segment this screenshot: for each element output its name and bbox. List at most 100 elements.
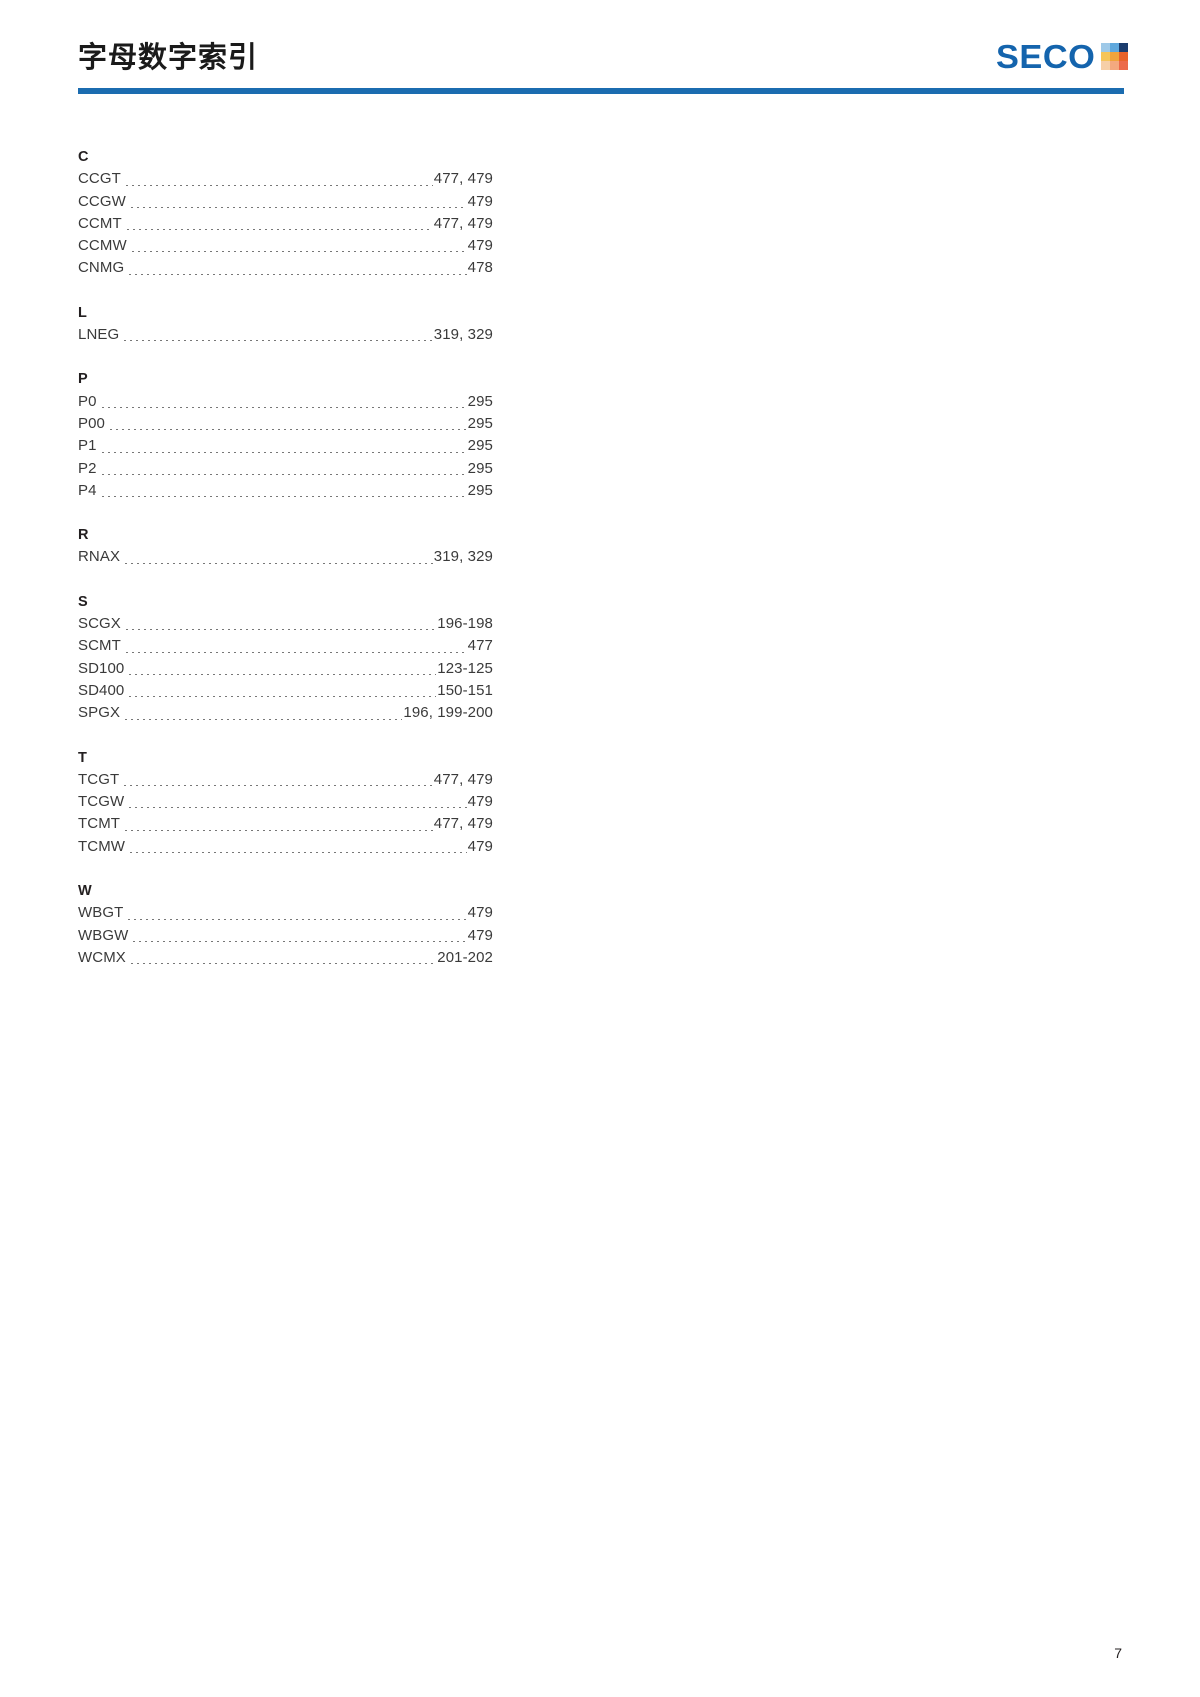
- index-entry[interactable]: CNMG 478: [78, 257, 493, 279]
- index-entry-leader-dots: [108, 429, 467, 430]
- index-entry-name: P1: [78, 437, 97, 455]
- index-entry-leader-dots: [122, 785, 433, 786]
- index-entry-pages: 479: [467, 837, 493, 855]
- index-entry-leader-dots: [123, 719, 402, 720]
- index-entry-leader-dots: [100, 407, 467, 408]
- index-entry-name: CCMW: [78, 237, 127, 255]
- index-entry[interactable]: SPGX 196, 199-200: [78, 702, 493, 724]
- index-entry[interactable]: P4 295: [78, 480, 493, 502]
- index-entry-leader-dots: [100, 496, 467, 497]
- alphanumeric-index: C CCGT 477, 479 CCGW 479 CCMT 477, 479 CCMW 479 C…: [78, 146, 493, 969]
- index-entry-name: TCGT: [78, 770, 120, 788]
- index-entry-pages: 477, 479: [433, 770, 493, 788]
- index-section-letter: P: [78, 371, 88, 388]
- page-title: 字母数字索引: [78, 40, 259, 74]
- index-entry[interactable]: P0 295: [78, 391, 493, 413]
- index-section-letter: L: [78, 304, 88, 321]
- index-section: L LNEG 319, 329: [78, 302, 493, 347]
- index-entry-pages: 295: [467, 437, 493, 455]
- index-entry-name: TCGW: [78, 793, 125, 811]
- index-entry-pages: 477: [467, 637, 493, 655]
- index-entry-leader-dots: [124, 652, 467, 653]
- index-entry-leader-dots: [123, 830, 433, 831]
- index-entry-pages: 479: [467, 926, 493, 944]
- index-entry-leader-dots: [128, 852, 467, 853]
- index-entry-name: P4: [78, 481, 97, 499]
- index-entry-leader-dots: [123, 563, 433, 564]
- index-entry-leader-dots: [127, 807, 466, 808]
- page-header: 字母数字索引 SECO: [0, 0, 1200, 110]
- index-section: P P0 295 P00 295 P1 295 P2 295 P4 295: [78, 368, 493, 502]
- swatch-cell: [1101, 61, 1110, 70]
- index-section-letter: W: [78, 883, 92, 900]
- index-entry-leader-dots: [129, 963, 436, 964]
- index-entry-name: WBGW: [78, 926, 129, 944]
- index-entry-pages: 150-151: [437, 681, 493, 699]
- index-entry-leader-dots: [100, 452, 467, 453]
- seco-logo: SECO: [996, 40, 1128, 73]
- page-number: 7: [1114, 1645, 1122, 1661]
- index-section: S SCGX 196-198 SCMT 477 SD100 123-125 SD400 150-…: [78, 591, 493, 725]
- index-section: W WBGT 479 WBGW 479 WCMX 201-202: [78, 880, 493, 969]
- index-entry-pages: 295: [467, 481, 493, 499]
- index-entry[interactable]: WBGT 479: [78, 902, 493, 924]
- index-entry-pages: 295: [467, 414, 493, 432]
- swatch-cell: [1110, 52, 1119, 61]
- index-entry-pages: 479: [467, 904, 493, 922]
- index-entry-pages: 196, 199-200: [403, 704, 493, 722]
- index-entry-leader-dots: [124, 185, 433, 186]
- index-entry[interactable]: P2 295: [78, 458, 493, 480]
- index-entry[interactable]: WBGW 479: [78, 925, 493, 947]
- index-entry[interactable]: P1 295: [78, 435, 493, 457]
- index-entry-leader-dots: [131, 941, 466, 942]
- index-entry-pages: 477, 479: [433, 170, 493, 188]
- index-entry-leader-dots: [100, 474, 467, 475]
- index-entry-leader-dots: [127, 274, 466, 275]
- index-section-letter: S: [78, 593, 88, 610]
- index-entry-name: TCMT: [78, 815, 121, 833]
- index-entry[interactable]: TCMW 479: [78, 836, 493, 858]
- index-entry[interactable]: TCMT 477, 479: [78, 813, 493, 835]
- index-entry[interactable]: P00 295: [78, 413, 493, 435]
- index-entry-leader-dots: [122, 340, 433, 341]
- index-entry[interactable]: RNAX 319, 329: [78, 546, 493, 568]
- seco-color-swatch-icon: [1101, 43, 1128, 70]
- index-section-letter: R: [78, 527, 89, 544]
- index-entry[interactable]: SCGX 196-198: [78, 613, 493, 635]
- index-entry-leader-dots: [125, 229, 433, 230]
- index-entry[interactable]: CCMW 479: [78, 235, 493, 257]
- index-entry-leader-dots: [126, 919, 466, 920]
- index-entry-pages: 319, 329: [433, 548, 493, 566]
- index-section-letter: C: [78, 149, 89, 165]
- index-entry-pages: 479: [467, 793, 493, 811]
- index-entry[interactable]: WCMX 201-202: [78, 947, 493, 969]
- index-entry[interactable]: SD400 150-151: [78, 680, 493, 702]
- index-entry-pages: 478: [467, 259, 493, 277]
- index-entry-pages: 479: [467, 192, 493, 210]
- index-entry[interactable]: CCMT 477, 479: [78, 213, 493, 235]
- index-entry[interactable]: CCGW 479: [78, 191, 493, 213]
- index-entry-name: SCGX: [78, 615, 121, 633]
- seco-wordmark: SECO: [996, 38, 1096, 75]
- index-entry[interactable]: TCGW 479: [78, 791, 493, 813]
- index-entry-pages: 319, 329: [433, 326, 493, 344]
- swatch-cell: [1110, 43, 1119, 52]
- swatch-cell: [1101, 43, 1110, 52]
- index-entry-name: CNMG: [78, 259, 125, 277]
- swatch-cell: [1119, 52, 1128, 61]
- index-entry-pages: 477, 479: [433, 214, 493, 232]
- index-entry-leader-dots: [127, 696, 436, 697]
- index-entry-pages: 477, 479: [433, 815, 493, 833]
- index-entry[interactable]: SD100 123-125: [78, 658, 493, 680]
- swatch-cell: [1110, 61, 1119, 70]
- index-entry-leader-dots: [129, 207, 467, 208]
- index-entry[interactable]: TCGT 477, 479: [78, 769, 493, 791]
- index-entry-name: P2: [78, 459, 97, 477]
- index-entry-leader-dots: [124, 629, 436, 630]
- index-entry[interactable]: SCMT 477: [78, 635, 493, 657]
- index-entry-name: WCMX: [78, 948, 126, 966]
- index-entry-name: SD100: [78, 659, 125, 677]
- index-entry[interactable]: LNEG 319, 329: [78, 324, 493, 346]
- index-entry-pages: 295: [467, 392, 493, 410]
- index-entry[interactable]: CCGT 477, 479: [78, 168, 493, 190]
